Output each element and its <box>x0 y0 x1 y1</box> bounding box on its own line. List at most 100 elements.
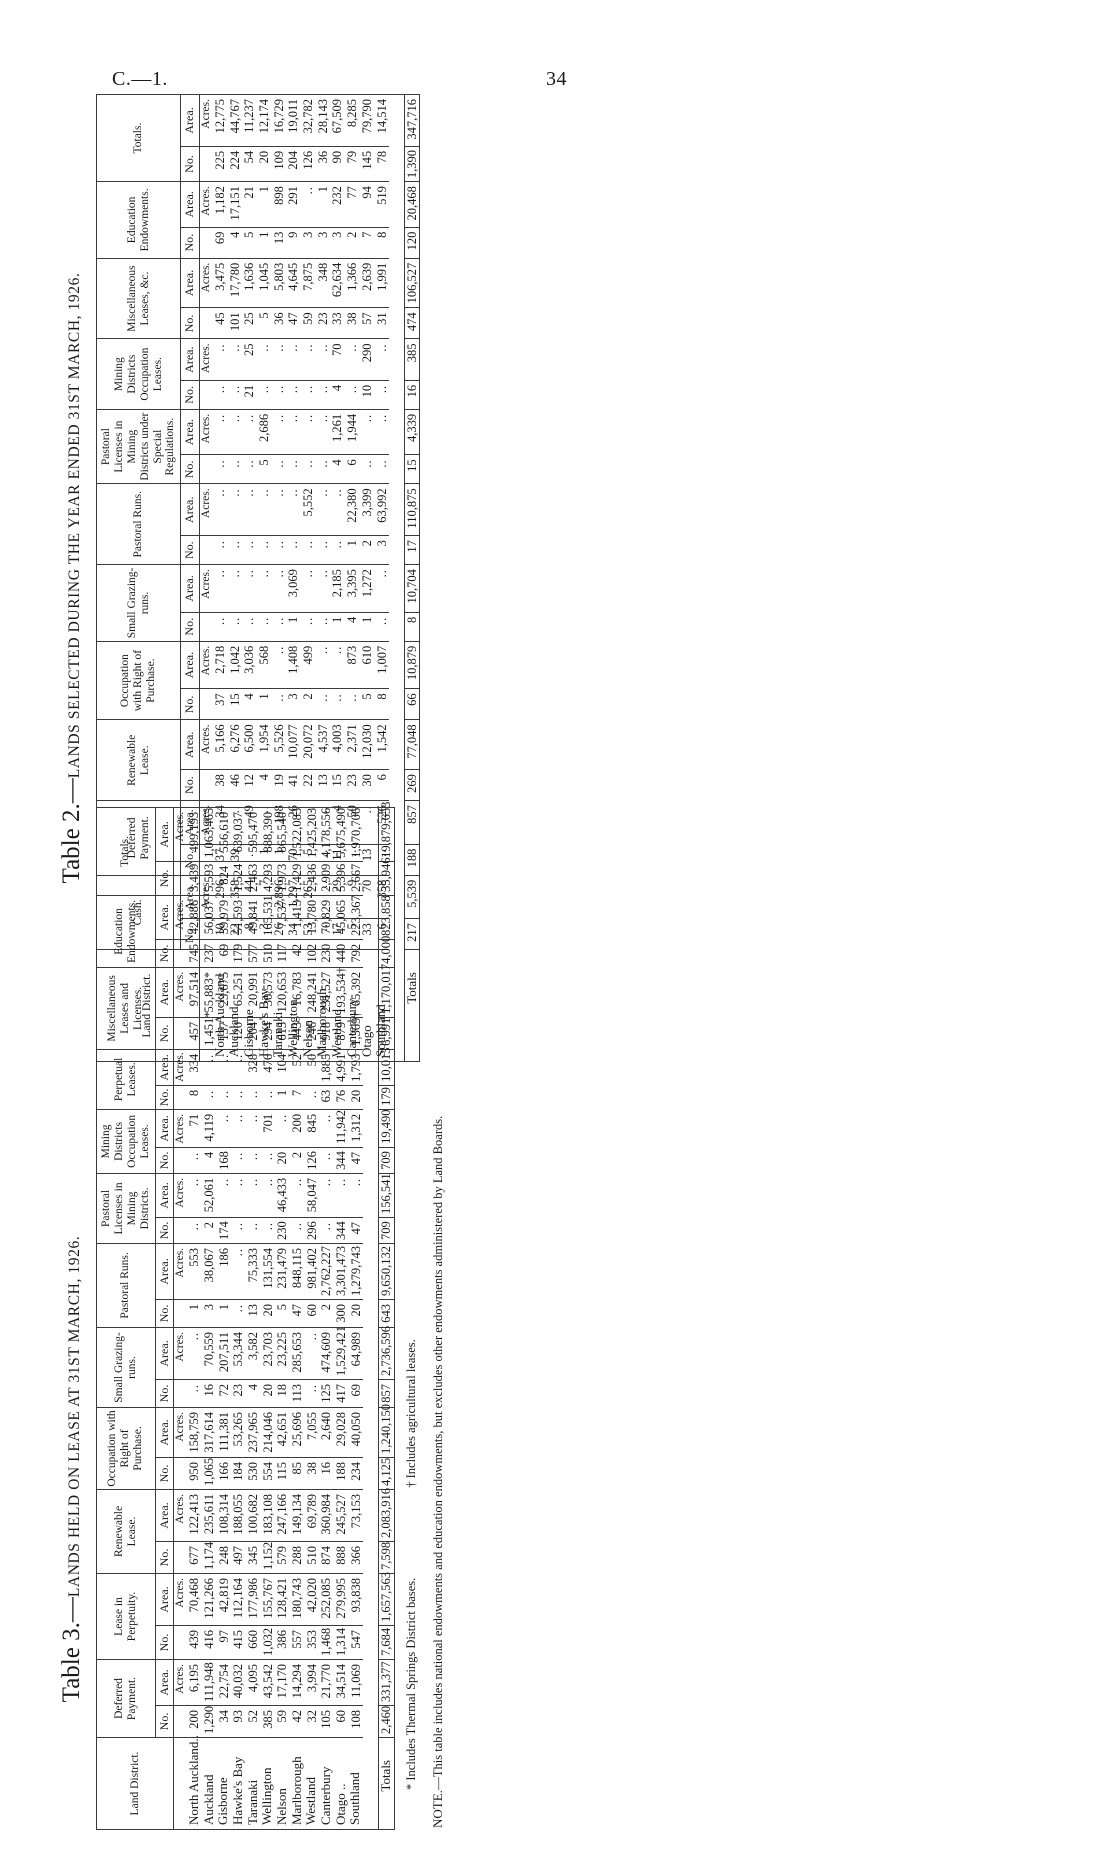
table3-cell-8-0: 32 <box>304 1705 320 1738</box>
table2-cell-8-12: 4 <box>330 454 345 484</box>
table-3-group-small-grazing-runs: Small Grazing-runs. <box>96 1327 155 1408</box>
table2-cell-0-10: .. <box>212 535 228 565</box>
table3-cell-11-11: 1,279,743 <box>348 1243 364 1300</box>
table3-cell-7-21: 1,413 <box>289 895 305 940</box>
table2-cell-6-18: 3 <box>300 227 316 259</box>
table-3-title: Table 3.—LANDS HELD ON LEASE AT 31ST MAR… <box>58 1108 86 1830</box>
page-number: 34 <box>546 68 567 90</box>
table2-cell-8-14: 4 <box>330 380 345 410</box>
table3-spacer-cell <box>363 807 379 1830</box>
table2-cell-8-17: 62,634 <box>330 258 345 308</box>
table2-cell-11-15: .. <box>374 338 389 381</box>
table3-totals-label: Totals <box>378 1737 395 1830</box>
table2-cell-10-11: 3,399 <box>359 483 375 536</box>
table3-cell-9-16: 63 <box>319 1085 334 1110</box>
table3-cell-11-22: 2,667 <box>348 861 364 896</box>
table2-cell-7-12: .. <box>315 454 331 484</box>
table2-col-area-3: Area. <box>180 641 200 689</box>
table2-cell-9-17: 1,366 <box>344 258 360 308</box>
table3-cell-2-4: 248 <box>216 1541 231 1574</box>
table3-spacer-row <box>363 807 379 1830</box>
table3-cell-9-6: 16 <box>319 1457 334 1490</box>
table-3-group-pastoral-licenses-mining: Pastoral Licenses in Mining Districts. <box>96 1173 155 1244</box>
table2-cell-8-7: .. <box>330 641 345 689</box>
table3-cell-3-7: 53,265 <box>230 1407 246 1458</box>
table2-cell-7-20: 36 <box>315 146 331 182</box>
table2-cell-2-18: 5 <box>242 227 257 259</box>
table2-unit-blank-8 <box>199 307 213 339</box>
table3-cell-7-0: 42 <box>289 1705 305 1738</box>
table2-cell-9-20: 79 <box>344 146 360 182</box>
table2-cell-9-5: 2,371 <box>344 719 360 770</box>
table3-cell-5-17: 476 <box>260 1049 276 1086</box>
table2-unit-acres-4: Acres. <box>199 564 213 613</box>
table2-unit-acres-8: Acres. <box>199 258 213 308</box>
table-3-group-mining-occupation-leases: Mining Districts Occupation Leases. <box>96 1109 155 1174</box>
table2-cell-7-6: .. <box>315 688 331 720</box>
table3-col-no-2: No. <box>155 1541 174 1574</box>
table3-cell-8-8: .. <box>304 1379 320 1408</box>
table3-cell-7-23: 1,522,083 <box>289 807 305 862</box>
table3-cell-2-14: 168 <box>216 1147 231 1174</box>
table3-col-area-10: Area. <box>155 895 174 940</box>
table-3-group-lease-in-perpetuity: Lease in Perpetuity. <box>96 1573 155 1660</box>
table2-cell-5-9: 3,069 <box>286 564 301 613</box>
table3-cell-7-13: .. <box>289 1173 305 1218</box>
table3-cell-3-14: .. <box>230 1147 246 1174</box>
table2-cell-10-13: .. <box>359 409 375 455</box>
table3-total-22: 35,946 <box>378 858 395 896</box>
table2-cell-6-12: .. <box>300 454 316 484</box>
table2-total-5: 77,048 <box>404 719 420 770</box>
table2-cell-4-21: 16,729 <box>271 94 287 147</box>
table2-cell-10-10: 2 <box>359 535 375 565</box>
table3-cell-5-2: 1,032 <box>260 1625 276 1660</box>
table-3-group-perpetual-leases: Perpetual Leases. <box>96 1049 155 1110</box>
table3-district-7: Marlborough <box>289 1737 305 1830</box>
table3-cell-5-16: .. <box>260 1085 276 1110</box>
table3-cell-1-3: 121,266 <box>201 1573 217 1626</box>
table3-cell-3-21: 51,593 <box>230 895 246 940</box>
table3-cell-7-18: 443 <box>289 1017 305 1050</box>
page-header: C.—1. 34 <box>0 68 1114 102</box>
table2-cell-9-21: 8,285 <box>344 94 360 147</box>
table3-cell-0-2: 439 <box>186 1625 202 1660</box>
table3-total-20: 4,000 <box>378 936 395 968</box>
table3-cell-1-21: 56,037 <box>201 895 217 940</box>
table3-cell-3-11: .. <box>230 1243 246 1300</box>
table2-cell-6-16: 59 <box>300 307 316 339</box>
table3-cell-5-6: 554 <box>260 1457 276 1490</box>
table2-cell-0-18: 69 <box>212 227 228 259</box>
table2-cell-11-6: 8 <box>374 688 389 720</box>
table3-cell-8-10: 60 <box>304 1299 320 1328</box>
table-row: Nelson 59 17,170 386 128,421 579 247,166 115 42,… <box>274 807 290 1830</box>
table3-col-no-9: No. <box>155 1017 174 1050</box>
table2-cell-6-14: .. <box>300 380 316 410</box>
table3-cell-2-0: 34 <box>216 1705 231 1738</box>
table2-cell-6-9: .. <box>300 564 316 613</box>
table2-cell-8-5: 4,003 <box>330 719 345 770</box>
table2-unit-blank-7 <box>199 380 213 410</box>
table3-cell-7-20: 42 <box>289 939 305 968</box>
table3-cell-6-13: 46,433 <box>275 1173 290 1218</box>
table2-cell-3-6: 1 <box>256 688 272 720</box>
table3-cell-1-11: 38,067 <box>201 1243 217 1300</box>
table3-cell-6-5: 247,166 <box>275 1489 290 1542</box>
footnote-note: NOTE.—This table includes national endow… <box>430 1108 446 1830</box>
table3-total-10: 643 <box>378 1299 395 1328</box>
table3-col-no-8: No. <box>155 1085 174 1110</box>
table2-cell-0-7: 2,718 <box>212 641 228 689</box>
table2-cell-8-20: 90 <box>330 146 345 182</box>
table3-district-0: North Auckland.. <box>186 1735 202 1830</box>
table2-cell-8-19: 232 <box>330 181 345 228</box>
table3-cell-1-4: 1,174 <box>201 1541 217 1574</box>
table2-total-11: 110,875 <box>404 483 420 536</box>
table3-cell-1-7: 317,614 <box>201 1407 217 1458</box>
table2-cell-3-18: 1 <box>256 227 272 259</box>
table3-unit-acres-0: Acres. <box>173 1659 187 1706</box>
table2-total-3: 857 <box>404 800 420 845</box>
table2-unit-blank-5 <box>199 535 213 565</box>
table-2-title-number: Table 2. <box>58 803 85 884</box>
table-row: Westland 32 3,994 353 42,020 510 69,789 38 7,055… <box>303 807 320 1830</box>
table3-total-3: 1,657,563 <box>378 1572 395 1626</box>
table2-cell-6-21: 32,782 <box>300 94 316 147</box>
